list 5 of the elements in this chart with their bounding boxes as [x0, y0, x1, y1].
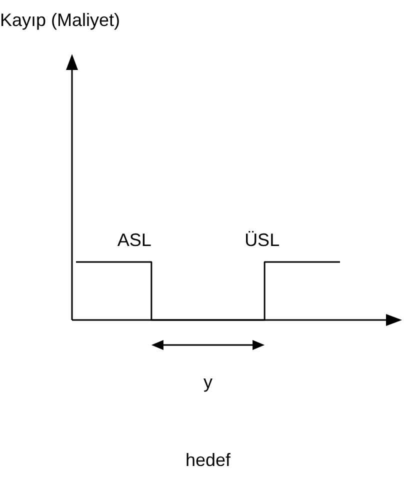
text: ÜSL — [244, 230, 280, 250]
text: hedef — [185, 450, 232, 470]
text: y — [204, 372, 212, 392]
text: Kayıp (Maliyet) — [0, 10, 120, 30]
text: ASL — [117, 230, 152, 250]
